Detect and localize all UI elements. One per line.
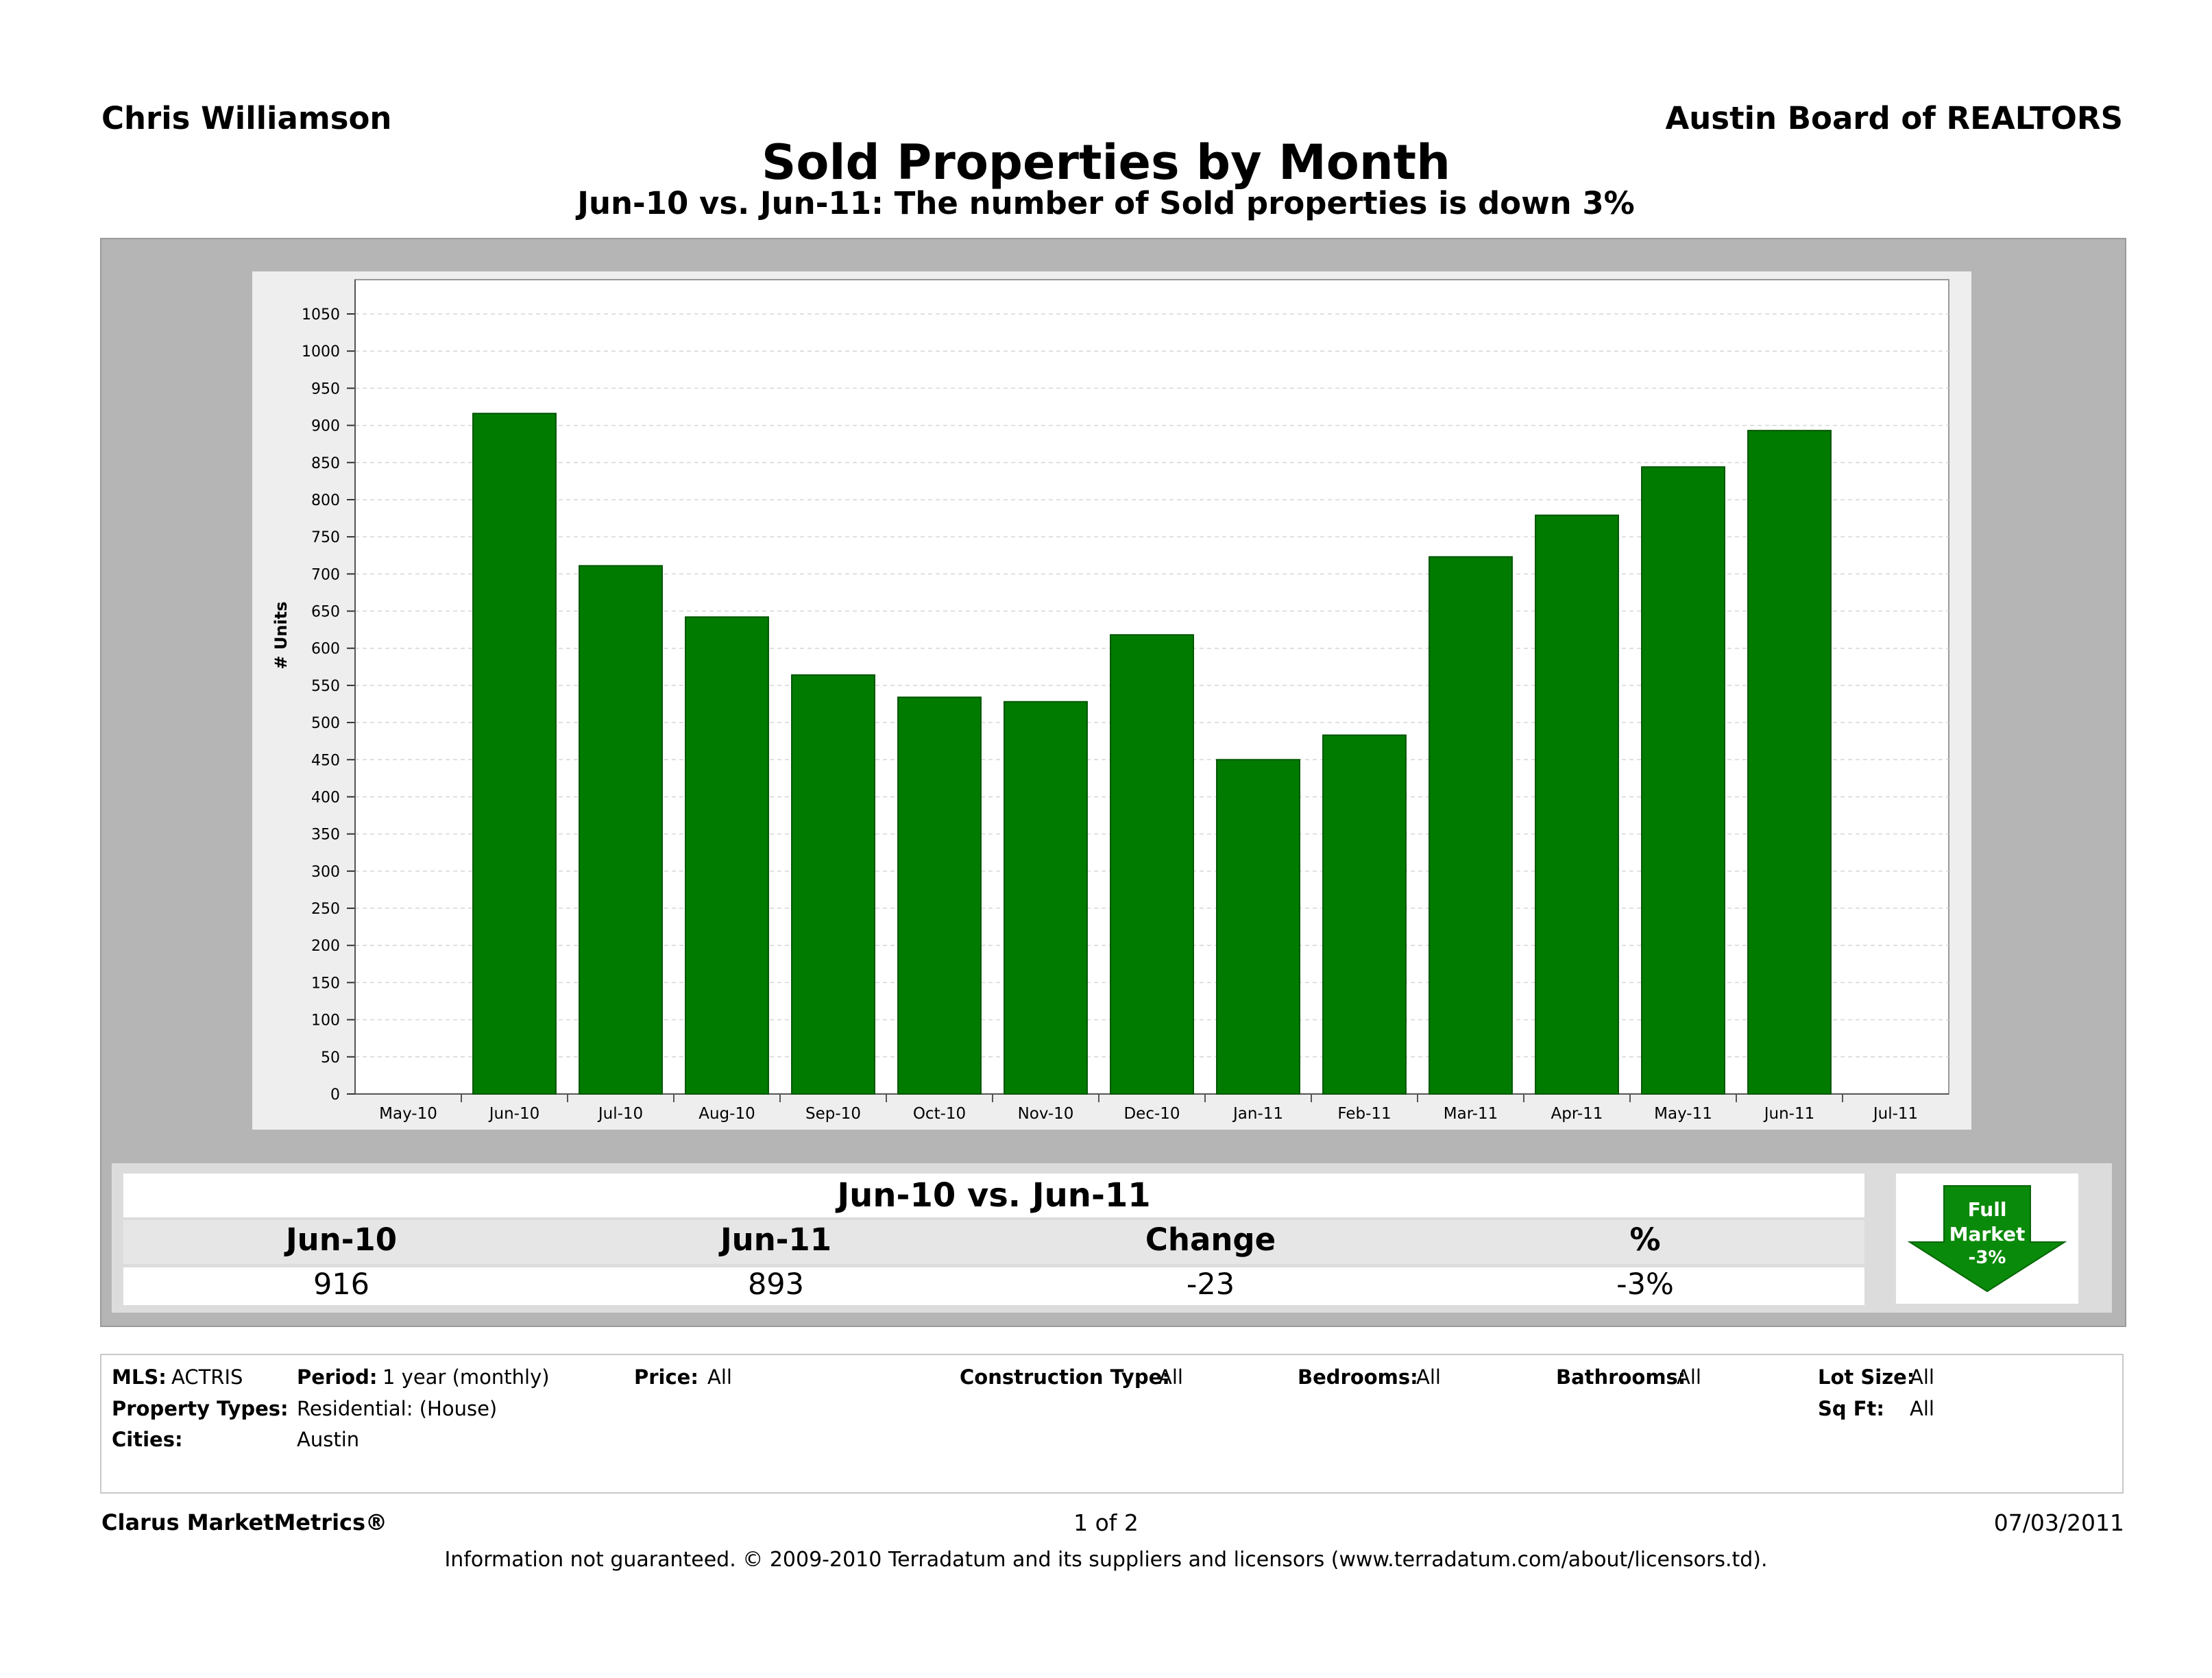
bar-dec-10 xyxy=(1110,634,1194,1095)
filter-summary xyxy=(100,1354,2124,1494)
bar-nov-10 xyxy=(1004,701,1088,1095)
cities-value: Austin xyxy=(297,1428,360,1451)
bar-chart: 0 50 100 150 200 250 300 350 400 450 500 550 600 650 7… xyxy=(271,279,1949,1123)
comparison-header-change: Change xyxy=(1145,1221,1276,1258)
cities-label: Cities: xyxy=(112,1428,183,1451)
property-types-label: Property Types: xyxy=(112,1397,289,1420)
footer-brand: Clarus MarketMetrics® xyxy=(101,1509,388,1535)
y-tick-label: 950 xyxy=(311,380,340,398)
x-tick-label: Apr-11 xyxy=(1551,1105,1603,1123)
bar-feb-11 xyxy=(1322,734,1407,1095)
y-tick-label: 100 xyxy=(311,1012,340,1030)
x-tick-label: Oct-10 xyxy=(913,1105,966,1123)
y-tick-label: 1000 xyxy=(302,343,340,361)
x-tick-label: Aug-10 xyxy=(698,1105,755,1123)
y-tick-label: 650 xyxy=(311,604,340,621)
x-tick-label: Sep-10 xyxy=(805,1105,861,1123)
bedrooms-label: Bedrooms: xyxy=(1298,1365,1418,1389)
badge-line-full: Full xyxy=(1967,1198,2007,1221)
bar-may-11 xyxy=(1641,466,1725,1095)
price-label: Price: xyxy=(634,1365,698,1389)
y-tick-label: 750 xyxy=(311,529,340,546)
y-tick-label: 400 xyxy=(311,789,340,806)
footer-disclaimer: Information not guaranteed. © 2009-2010 … xyxy=(444,1548,1768,1572)
comparison-header-jun11: Jun-11 xyxy=(720,1221,832,1258)
x-tick-label: Mar-11 xyxy=(1444,1105,1498,1123)
bar-mar-11 xyxy=(1429,556,1513,1095)
y-tick-label: 250 xyxy=(311,901,340,918)
comparison-value-jun10: 916 xyxy=(313,1267,370,1302)
comparison-header-percent: % xyxy=(1629,1221,1661,1258)
y-tick-label: 450 xyxy=(311,752,340,769)
comparison-value-row xyxy=(123,1267,1864,1305)
x-tick-label: Jun-10 xyxy=(488,1105,540,1123)
bar-aug-10 xyxy=(685,616,769,1095)
y-tick-label: 0 xyxy=(330,1086,340,1104)
comparison-value-change: -23 xyxy=(1186,1267,1235,1302)
lot-size-label: Lot Size: xyxy=(1818,1365,1915,1389)
bar-jul-10 xyxy=(579,565,663,1095)
y-tick-label: 300 xyxy=(311,864,340,881)
period-label: Period: xyxy=(297,1365,378,1389)
y-tick-label: 500 xyxy=(311,715,340,732)
mls-label: MLS: xyxy=(112,1365,167,1389)
sq-ft-label: Sq Ft: xyxy=(1818,1397,1885,1420)
x-tick-label: Dec-10 xyxy=(1123,1105,1180,1123)
comparison-header-jun10: Jun-10 xyxy=(285,1221,398,1258)
bar-apr-11 xyxy=(1535,514,1619,1095)
badge-line-market: Market xyxy=(1949,1223,2026,1245)
y-tick-label: 50 xyxy=(321,1049,340,1067)
comparison-title-row xyxy=(123,1174,1864,1217)
y-tick-label: 1050 xyxy=(302,306,340,324)
down-arrow-icon xyxy=(1907,1185,2067,1293)
construction-type-value: All xyxy=(1158,1365,1183,1389)
construction-type-label: Construction Type: xyxy=(960,1365,1170,1389)
y-tick-label: 150 xyxy=(311,975,340,992)
y-axis-label: # Units xyxy=(271,601,291,669)
sq-ft-value: All xyxy=(1910,1397,1934,1420)
x-tick-label: Jan-11 xyxy=(1232,1105,1283,1123)
property-types-value: Residential: (House) xyxy=(297,1397,498,1420)
footer-date: 07/03/2011 xyxy=(1993,1509,2124,1536)
y-tick-label: 900 xyxy=(311,418,340,435)
bar-oct-10 xyxy=(897,696,982,1095)
lot-size-value: All xyxy=(1910,1365,1934,1389)
y-tick-label: 350 xyxy=(311,827,340,844)
board-name: Austin Board of REALTORS xyxy=(1665,100,2123,136)
y-tick-label: 800 xyxy=(311,492,340,509)
bar-jan-11 xyxy=(1216,759,1300,1095)
comparison-header-row xyxy=(123,1220,1864,1264)
footer-page-number: 1 of 2 xyxy=(1073,1509,1139,1536)
x-tick-label: Feb-11 xyxy=(1337,1105,1391,1123)
y-tick-label: 200 xyxy=(311,938,340,955)
bathrooms-value: All xyxy=(1677,1365,1701,1389)
period-value: 1 year (monthly) xyxy=(382,1365,550,1389)
x-tick-label: Jul-10 xyxy=(597,1105,643,1123)
y-tick-label: 600 xyxy=(311,641,340,658)
x-tick-label: Jul-11 xyxy=(1872,1105,1918,1123)
price-value: All xyxy=(707,1365,732,1389)
bedrooms-value: All xyxy=(1416,1365,1441,1389)
y-tick-label: 550 xyxy=(311,678,340,695)
x-tick-label: May-11 xyxy=(1654,1105,1712,1123)
bar-sep-10 xyxy=(791,674,875,1095)
mls-value: ACTRIS xyxy=(171,1365,243,1389)
x-tick-label: May-10 xyxy=(379,1105,437,1123)
comparison-title: Jun-10 vs. Jun-11 xyxy=(837,1176,1151,1215)
comparison-value-jun11: 893 xyxy=(747,1267,805,1302)
y-tick-label: 700 xyxy=(311,566,340,583)
badge-line-percent: -3% xyxy=(1968,1248,2006,1268)
bar-jun-11 xyxy=(1747,430,1832,1095)
chart-subtitle: Jun-10 vs. Jun-11: The number of Sold pr… xyxy=(577,185,1635,221)
comparison-value-percent: -3% xyxy=(1616,1267,1674,1302)
x-tick-label: Jun-11 xyxy=(1763,1105,1815,1123)
x-tick-label: Nov-10 xyxy=(1018,1105,1074,1123)
agent-name: Chris Williamson xyxy=(101,100,392,136)
y-tick-label: 850 xyxy=(311,455,340,472)
chart-title: Sold Properties by Month xyxy=(762,134,1450,191)
bar-jun-10 xyxy=(472,413,557,1095)
bathrooms-label: Bathrooms: xyxy=(1556,1365,1686,1389)
